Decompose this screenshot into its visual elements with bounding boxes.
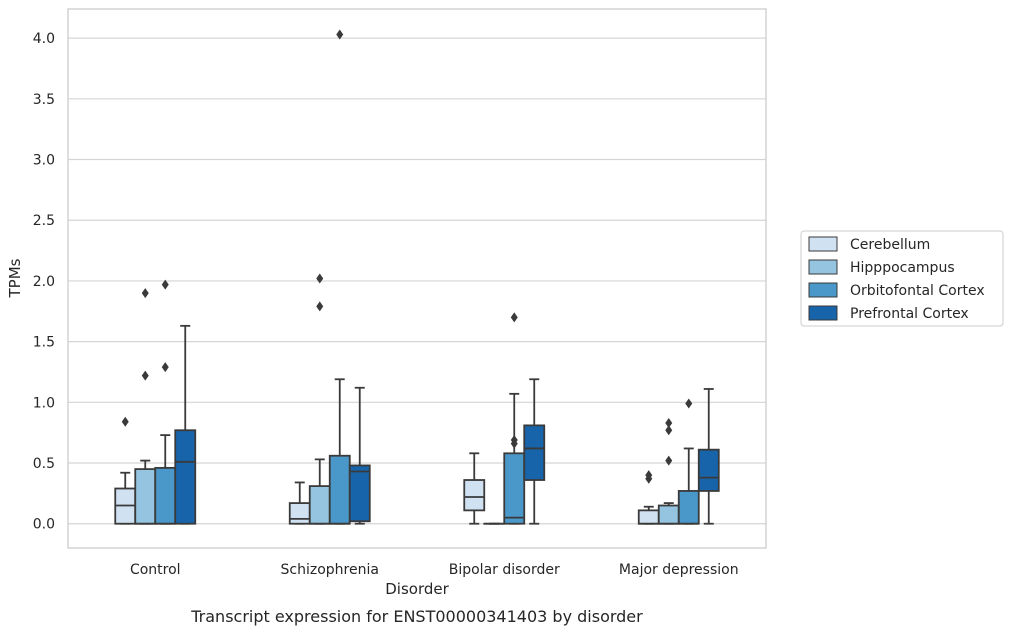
outlier-point — [161, 362, 169, 373]
legend-label: Orbitofontal Cortex — [850, 283, 985, 299]
y-tick-label: 1.0 — [33, 395, 55, 411]
box-iqr — [154, 466, 177, 525]
legend-swatch — [808, 259, 838, 275]
outlier-point — [316, 273, 324, 284]
box-iqr — [657, 504, 680, 525]
y-tick-label: 2.5 — [33, 213, 55, 229]
box-iqr — [328, 454, 351, 525]
y-axis-label: TPMs — [6, 258, 24, 298]
legend-label: Prefrontal Cortex — [850, 306, 969, 322]
x-tick-label: Control — [130, 562, 181, 578]
box-iqr — [348, 464, 371, 523]
y-tick-label: 0.5 — [33, 456, 55, 472]
legend-swatch — [808, 236, 838, 252]
y-tick-label: 1.5 — [33, 335, 55, 351]
box — [308, 273, 331, 525]
box — [134, 288, 157, 525]
legend-label: Cerebellum — [850, 237, 930, 253]
box — [523, 378, 546, 525]
box — [503, 312, 526, 525]
outlier-point — [336, 29, 344, 40]
box-iqr — [503, 452, 526, 525]
outlier-point — [141, 370, 149, 381]
x-tick-label: Major depression — [619, 562, 739, 578]
box — [328, 29, 351, 525]
outlier-point — [665, 417, 673, 428]
outlier-point — [685, 398, 693, 409]
box-iqr — [134, 468, 157, 525]
box-iqr — [523, 424, 546, 481]
outlier-point — [665, 455, 673, 466]
legend-swatch — [808, 282, 838, 298]
legend-label: Hipppocampus — [850, 260, 955, 276]
y-tick-label: 2.0 — [33, 274, 55, 290]
box-iqr — [174, 429, 197, 525]
plot-frame — [67, 8, 767, 549]
y-tick-label: 4.0 — [33, 31, 55, 47]
box — [637, 470, 660, 525]
outlier-point — [665, 425, 673, 436]
outlier-point — [510, 434, 518, 445]
legend-swatch — [808, 305, 838, 321]
box — [154, 279, 177, 525]
box — [657, 417, 680, 525]
box-iqr — [288, 502, 311, 525]
box-iqr — [697, 448, 720, 492]
box — [114, 416, 137, 525]
outlier-point — [316, 301, 324, 312]
outlier-point — [645, 470, 653, 481]
box — [174, 324, 197, 525]
y-tick-label: 3.5 — [33, 92, 55, 108]
outlier-point — [161, 279, 169, 290]
x-axis-label: Disorder — [385, 580, 449, 598]
legend: Cerebellum Hipppocampus Orbitofontal Corte… — [800, 230, 1004, 327]
box — [348, 386, 371, 525]
box-iqr — [677, 490, 700, 525]
legend-frame — [800, 230, 1004, 327]
box — [463, 452, 486, 525]
outlier-point — [141, 288, 149, 299]
x-tick-label: Schizophrenia — [281, 562, 379, 578]
plot-area — [114, 29, 720, 525]
box — [677, 398, 700, 525]
box-iqr — [308, 485, 331, 525]
y-tick-label: 3.0 — [33, 153, 55, 169]
box-iqr — [463, 479, 486, 512]
grid — [68, 37, 766, 525]
chart-caption: Transcript expression for ENST0000034140… — [190, 607, 643, 626]
outlier-point — [510, 312, 518, 323]
box — [697, 388, 720, 525]
box-iqr — [637, 509, 660, 525]
x-tick-label: Bipolar disorder — [449, 562, 560, 578]
box — [288, 481, 311, 525]
x-axis: Control Schizophrenia Bipolar disorder Majo… — [130, 562, 739, 578]
outlier-point — [121, 416, 129, 427]
y-tick-label: 0.0 — [33, 517, 55, 533]
y-axis: 0.0 0.5 1.0 1.5 2.0 2.5 3.0 3.5 4.0 — [33, 31, 55, 533]
